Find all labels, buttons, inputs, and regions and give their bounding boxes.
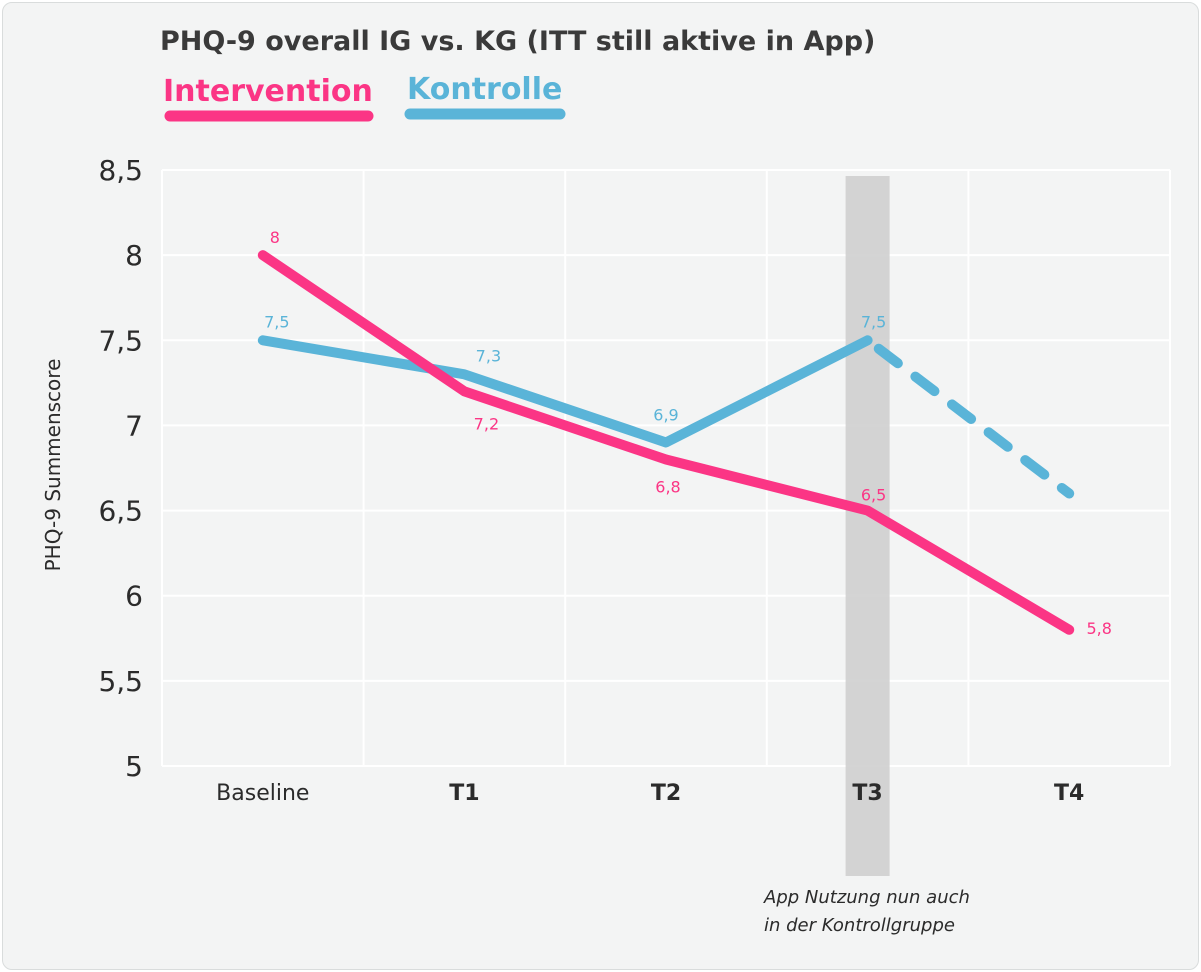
y-tick-label: 8,5: [98, 154, 143, 187]
data-label-kontrolle-t3: 7,5: [861, 312, 886, 331]
t3-highlight-band: [845, 176, 890, 876]
y-tick-label: 6,5: [98, 495, 143, 528]
series-line-kontrolle-dashed: [862, 335, 1075, 499]
data-label-intervention-baseline: 8: [270, 228, 280, 247]
y-tick-label: 7,5: [98, 324, 143, 357]
y-axis-ticks: 5 5,5 6 6,5 7 7,5 8 8,5: [98, 154, 143, 783]
annotation: App Nutzung nun auch in der Kontrollgrup…: [763, 887, 970, 936]
y-axis-label: PHQ-9 Summenscore: [41, 359, 65, 572]
data-label-kontrolle-t2: 6,9: [653, 405, 678, 424]
data-label-kontrolle-baseline: 7,5: [264, 312, 289, 331]
x-tick-label-t2: T2: [651, 781, 681, 806]
y-tick-label: 5,5: [98, 665, 143, 698]
data-label-intervention-t3: 6,5: [861, 486, 886, 505]
annotation-line-1: App Nutzung nun auch: [763, 887, 970, 908]
y-tick-label: 5: [125, 750, 143, 783]
legend-label-intervention: Intervention: [163, 74, 373, 109]
y-tick-label: 7: [125, 409, 143, 442]
data-label-kontrolle-t1: 7,3: [476, 346, 501, 365]
data-label-intervention-t2: 6,8: [655, 477, 680, 496]
data-labels: 8 7,2 6,8 6,5 5,8 7,5 7,3 6,9 7,5: [264, 228, 1112, 638]
data-label-intervention-t4: 5,8: [1086, 619, 1111, 638]
x-axis-ticks: Baseline T1 T2 T3 T4: [216, 781, 1084, 806]
series-line-kontrolle: [257, 335, 873, 448]
annotation-line-2: in der Kontrollgruppe: [764, 915, 955, 936]
legend: Intervention Kontrolle: [163, 72, 566, 122]
legend-label-kontrolle: Kontrolle: [407, 72, 562, 107]
y-tick-label: 6: [125, 580, 143, 613]
y-tick-label: 8: [125, 239, 143, 272]
series-line-intervention: [257, 250, 1075, 635]
chart-title: PHQ-9 overall IG vs. KG (ITT still aktiv…: [160, 26, 875, 57]
gridlines: [161, 169, 1171, 767]
x-tick-label-t3: T3: [852, 781, 882, 806]
x-tick-label-t4: T4: [1054, 781, 1084, 806]
x-tick-label-baseline: Baseline: [216, 781, 309, 806]
data-label-intervention-t1: 7,2: [474, 414, 499, 433]
x-tick-label-t1: T1: [449, 781, 479, 806]
series-lines: [257, 250, 1075, 635]
